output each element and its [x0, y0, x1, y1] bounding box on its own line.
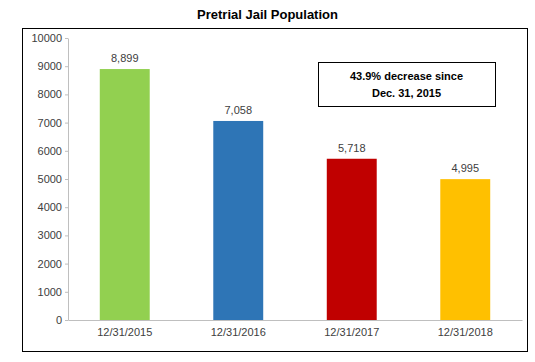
bar [213, 121, 263, 320]
y-tick-mark [65, 207, 68, 208]
y-tick: 0 [56, 314, 68, 326]
x-tick-label: 12/31/2015 [97, 326, 152, 338]
y-tick-label: 7000 [38, 117, 62, 129]
y-tick-mark [65, 292, 68, 293]
data-label: 7,058 [224, 104, 252, 116]
data-label: 8,899 [111, 52, 139, 64]
y-tick: 2000 [38, 258, 68, 270]
y-tick-mark [65, 123, 68, 124]
x-axis-line [69, 320, 523, 321]
title: Pretrial Jail Population [197, 7, 338, 22]
y-tick-mark [65, 235, 68, 236]
y-tick: 10000 [31, 32, 68, 44]
x-tick-label: 12/31/2018 [438, 326, 493, 338]
y-tick: 5000 [38, 173, 68, 185]
y-tick-label: 3000 [38, 229, 62, 241]
y-axis: 0 1000 2000 3000 4000 5000 6000 7000 8000 9000 100… [31, 32, 68, 326]
chart-frame [23, 29, 528, 352]
y-tick-label: 0 [56, 314, 62, 326]
y-tick: 4000 [38, 201, 68, 213]
annotation-text: 43.9% decrease since [350, 70, 463, 82]
y-tick-mark [65, 38, 68, 39]
bar [327, 159, 377, 320]
y-tick-label: 9000 [38, 60, 62, 72]
y-tick-label: 4000 [38, 201, 62, 213]
data-labels: 8,899 7,058 5,718 4,995 [111, 52, 479, 174]
data-label: 5,718 [338, 142, 366, 154]
x-axis: 12/31/2015 12/31/2016 12/31/2017 12/31/2018 [69, 320, 523, 338]
y-tick: 8000 [38, 88, 68, 100]
bar [100, 69, 150, 320]
y-tick-mark [65, 66, 68, 67]
y-tick-label: 6000 [38, 145, 62, 157]
x-tick: 12/31/2015 [97, 320, 152, 338]
x-tick-label: 12/31/2017 [324, 326, 379, 338]
y-tick: 6000 [38, 145, 68, 157]
y-tick-label: 1000 [38, 286, 62, 298]
y-tick-mark [65, 179, 68, 180]
y-axis-line [68, 39, 69, 321]
x-tick-label: 12/31/2016 [211, 326, 266, 338]
y-tick-mark [65, 264, 68, 265]
bar [440, 179, 490, 320]
y-tick-mark [65, 94, 68, 95]
annotation-box [319, 63, 496, 107]
y-tick-label: 10000 [31, 32, 62, 44]
y-tick-mark [65, 320, 68, 321]
x-tick: 12/31/2017 [324, 320, 379, 338]
y-tick-label: 2000 [38, 258, 62, 270]
y-tick: 7000 [38, 117, 68, 129]
x-tick: 12/31/2018 [438, 320, 493, 338]
data-label: 4,995 [451, 162, 479, 174]
y-tick-mark [65, 151, 68, 152]
x-tick: 12/31/2016 [211, 320, 266, 338]
y-tick-label: 8000 [38, 88, 62, 100]
chart: Pretrial Jail Population 0 1000 2000 3000 400… [0, 0, 535, 362]
y-tick: 1000 [38, 286, 68, 298]
y-tick: 3000 [38, 229, 68, 241]
y-tick-label: 5000 [38, 173, 62, 185]
y-tick: 9000 [38, 60, 68, 72]
annotation-text: Dec. 31, 2015 [372, 87, 441, 99]
annotation: 43.9% decrease since Dec. 31, 2015 [319, 63, 496, 107]
